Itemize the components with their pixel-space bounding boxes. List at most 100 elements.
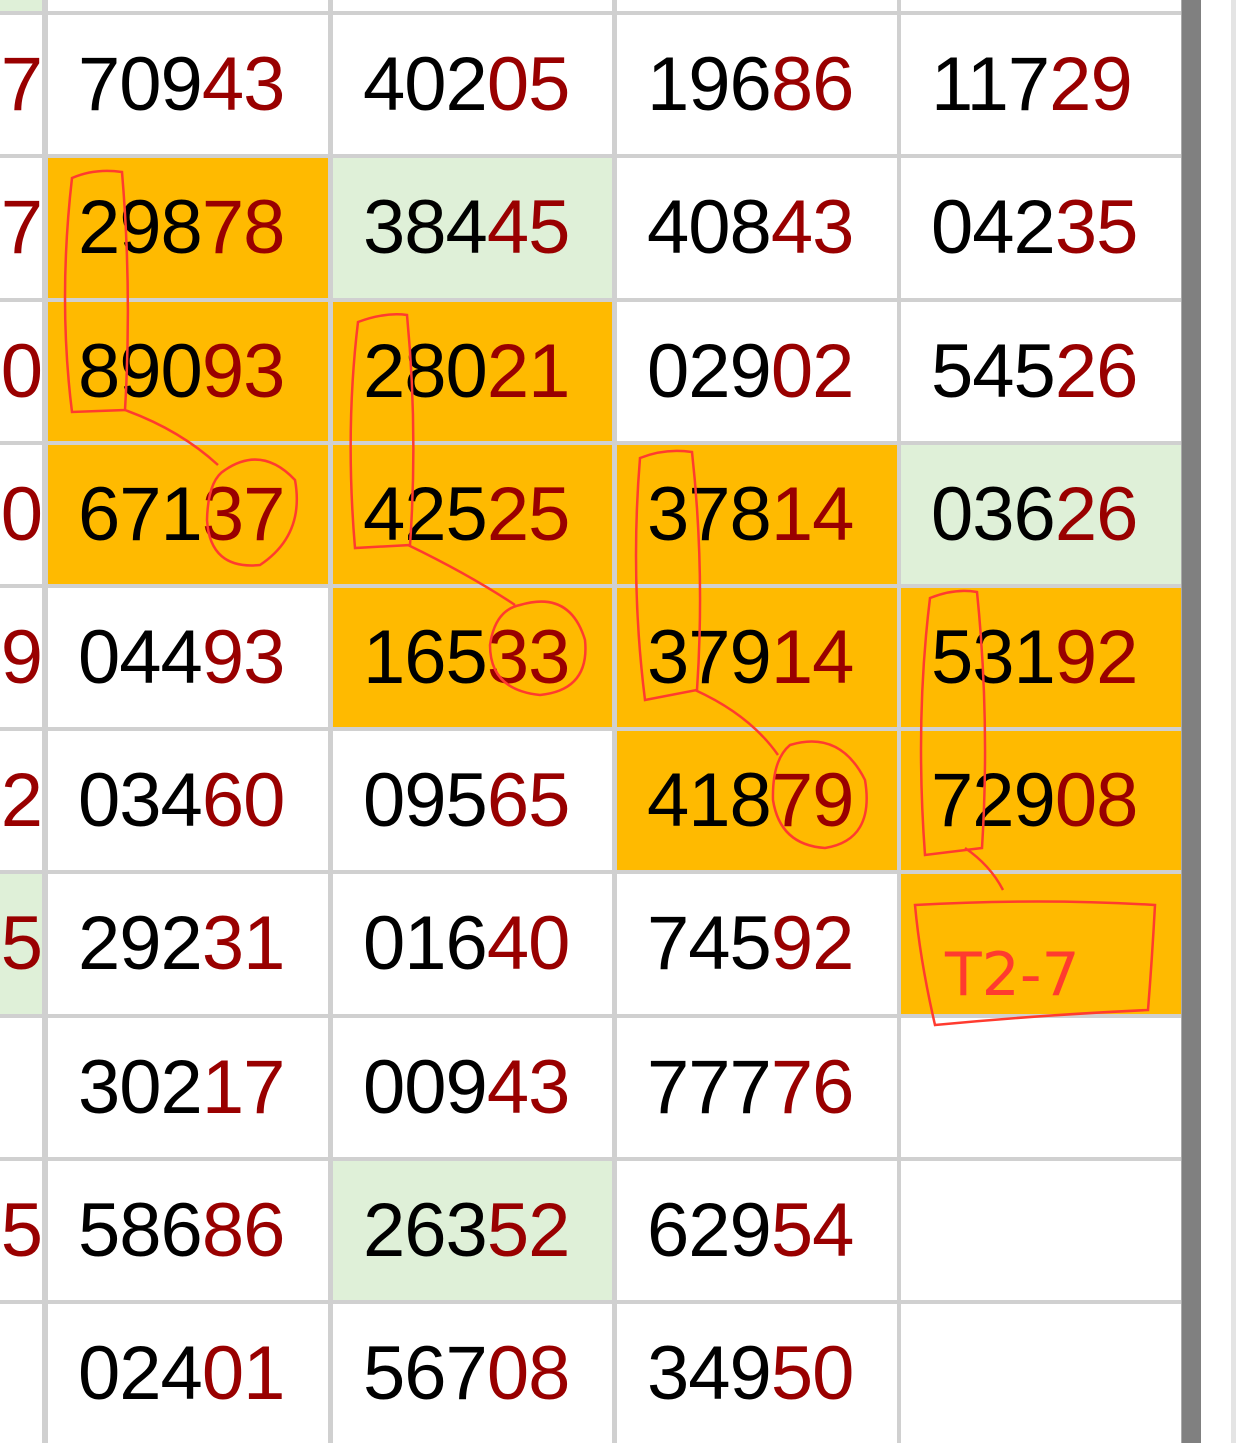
table-cell: 04493 xyxy=(48,588,328,728)
number-suffix: 14 xyxy=(770,471,855,557)
table-cell: 72908 xyxy=(901,731,1181,871)
cell-value: 03626 xyxy=(901,471,1139,558)
cell-value: 67137 xyxy=(48,471,285,558)
number-prefix: 280 xyxy=(363,328,488,414)
cell-value: 40205 xyxy=(333,41,570,128)
cell-value: 02401 xyxy=(48,1330,285,1417)
table-cell: 56708 xyxy=(333,1304,612,1443)
cell-value: 11729 xyxy=(901,41,1133,128)
scrollbar[interactable] xyxy=(1181,0,1201,1443)
number-suffix: 43 xyxy=(201,42,286,128)
number-suffix: 26 xyxy=(1054,328,1139,414)
number-prefix: 586 xyxy=(78,1187,203,1273)
number-prefix: 042 xyxy=(931,185,1056,271)
table-cell: 74592 xyxy=(617,874,897,1014)
cell-value: 5 xyxy=(0,1187,43,1273)
table-cell-partial: 5 xyxy=(0,874,43,1014)
number-prefix: 384 xyxy=(363,185,488,271)
table-cell: 34950 xyxy=(617,1304,897,1443)
number-prefix: 196 xyxy=(647,42,772,128)
table-cell: 70943 xyxy=(48,15,328,155)
cell-value: 40843 xyxy=(617,184,855,271)
window-edge xyxy=(1231,0,1236,1443)
cell-value: 72908 xyxy=(901,757,1138,844)
number-prefix: 745 xyxy=(647,901,772,987)
table-cell: 37914 xyxy=(617,588,897,728)
number-suffix: 92 xyxy=(1054,615,1139,701)
table-cell-partial: 7 xyxy=(0,15,43,155)
number-suffix: 26 xyxy=(1054,471,1139,557)
number-prefix: 545 xyxy=(931,328,1056,414)
cell-value: 54526 xyxy=(901,328,1139,415)
table-cell-partial xyxy=(0,1304,42,1443)
table-cell: 41879 xyxy=(617,731,897,871)
table-cell: 53192 xyxy=(901,588,1181,728)
table-cell: 16533 xyxy=(333,588,612,728)
cell-value: 9 xyxy=(0,615,43,701)
results-table: 7 70943 40205 19686 11729 7 29878 38445 40843 042… xyxy=(0,0,1182,1443)
cell-value: 53192 xyxy=(901,614,1139,701)
number-prefix: 629 xyxy=(647,1187,772,1273)
number-suffix: 17 xyxy=(201,1044,286,1130)
cell-value: 19686 xyxy=(617,41,854,128)
cell-value: 42525 xyxy=(333,471,571,558)
number-prefix: 729 xyxy=(931,758,1056,844)
number-prefix: 425 xyxy=(363,471,488,557)
number-prefix: 671 xyxy=(78,471,203,557)
cell-value: 09565 xyxy=(333,757,570,844)
number-prefix: 044 xyxy=(78,615,203,701)
cell-value: 0 xyxy=(0,471,43,557)
number-suffix: 43 xyxy=(486,1044,571,1130)
cell-value: 16533 xyxy=(333,614,570,701)
number-prefix: 009 xyxy=(363,1044,488,1130)
number-prefix: 036 xyxy=(931,471,1056,557)
number-suffix: 14 xyxy=(770,615,855,701)
number-prefix: 034 xyxy=(78,758,203,844)
number-prefix: 418 xyxy=(647,758,772,844)
number-suffix: 43 xyxy=(770,185,855,271)
number-prefix: 402 xyxy=(363,42,488,128)
number-prefix: 567 xyxy=(363,1331,488,1416)
cell-value: 02902 xyxy=(617,328,855,415)
cell-value: 0 xyxy=(0,328,43,414)
number-prefix: 117 xyxy=(931,42,1050,128)
cell-value: 01640 xyxy=(333,900,571,987)
table-cell: 58686 xyxy=(48,1160,328,1300)
cell-value: 2 xyxy=(0,758,43,844)
cell-value: 74592 xyxy=(617,900,855,987)
table-cell xyxy=(901,1304,1181,1443)
table-cell: 19686 xyxy=(617,15,897,155)
number-suffix: 45 xyxy=(486,185,571,271)
table-cell: 67137 xyxy=(48,444,328,584)
cell-value: 70943 xyxy=(48,41,286,128)
cell-value: 58686 xyxy=(48,1187,285,1274)
table-cell xyxy=(48,0,328,12)
number-suffix: 54 xyxy=(770,1187,855,1273)
cell-value: 29231 xyxy=(48,900,285,987)
number-suffix: 25 xyxy=(486,471,571,557)
number-suffix: 93 xyxy=(201,615,286,701)
cell-value: 37914 xyxy=(617,614,855,701)
number-suffix: 02 xyxy=(770,328,855,414)
table-cell: 00943 xyxy=(333,1017,612,1157)
number-prefix: 165 xyxy=(363,615,488,701)
table-cell xyxy=(901,1160,1181,1300)
table-cell xyxy=(901,1017,1181,1157)
number-suffix: 60 xyxy=(201,758,286,844)
cell-value: 28021 xyxy=(333,328,570,415)
table-cell-partial xyxy=(0,0,42,12)
table-cell-partial: 2 xyxy=(0,731,43,871)
cell-value: 5 xyxy=(0,901,43,987)
table-cell: 29878 xyxy=(48,158,328,298)
number-suffix: 52 xyxy=(486,1187,571,1273)
number-suffix: 93 xyxy=(201,328,286,414)
number-suffix: 92 xyxy=(770,901,855,987)
table-cell: 02401 xyxy=(48,1304,328,1443)
number-prefix: 408 xyxy=(647,185,772,271)
cell-value: 38445 xyxy=(333,184,571,271)
number-suffix: 78 xyxy=(201,185,286,271)
number-suffix: 40 xyxy=(486,901,571,987)
number-prefix: 709 xyxy=(78,42,203,128)
cell-value: 37814 xyxy=(617,471,855,558)
table-cell: 40205 xyxy=(333,15,612,155)
